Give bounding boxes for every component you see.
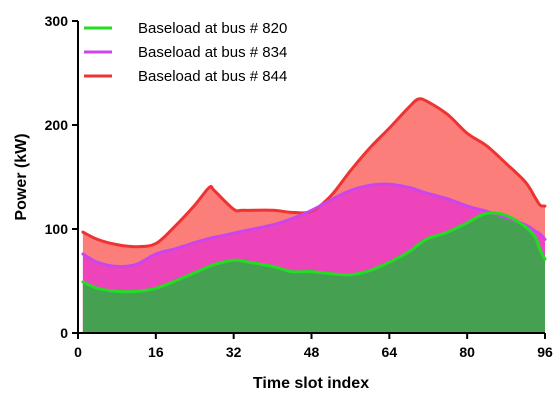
series-lines [81,97,547,294]
x-tick-label: 0 [74,344,82,360]
series-line-1 [81,211,547,294]
x-axis-ticks: 0 16 32 48 64 80 96 [74,333,553,360]
x-tick-label: 96 [537,344,553,360]
y-tick-label: 200 [45,117,69,133]
y-axis-ticks: 0 100 200 300 [45,13,78,341]
series-areas [82,98,546,333]
x-tick-label: 48 [304,344,320,360]
legend-label-1: Baseload at bus # 820 [138,20,287,37]
x-tick-label: 80 [459,344,475,360]
series-line-3 [81,97,547,249]
legend-label-3: Baseload at bus # 844 [138,68,287,85]
y-tick-label: 0 [60,325,68,341]
y-axis-title: Power (kW) [13,133,30,220]
x-axis-title: Time slot index [253,375,369,392]
y-tick-label: 100 [45,221,69,237]
x-tick-label: 64 [382,344,398,360]
y-tick-label: 300 [45,13,69,29]
legend-label-2: Baseload at bus # 834 [138,44,287,61]
x-tick-label: 16 [148,344,164,360]
legend: Baseload at bus # 820 Baseload at bus # 8… [84,20,287,85]
x-tick-label: 32 [226,344,242,360]
